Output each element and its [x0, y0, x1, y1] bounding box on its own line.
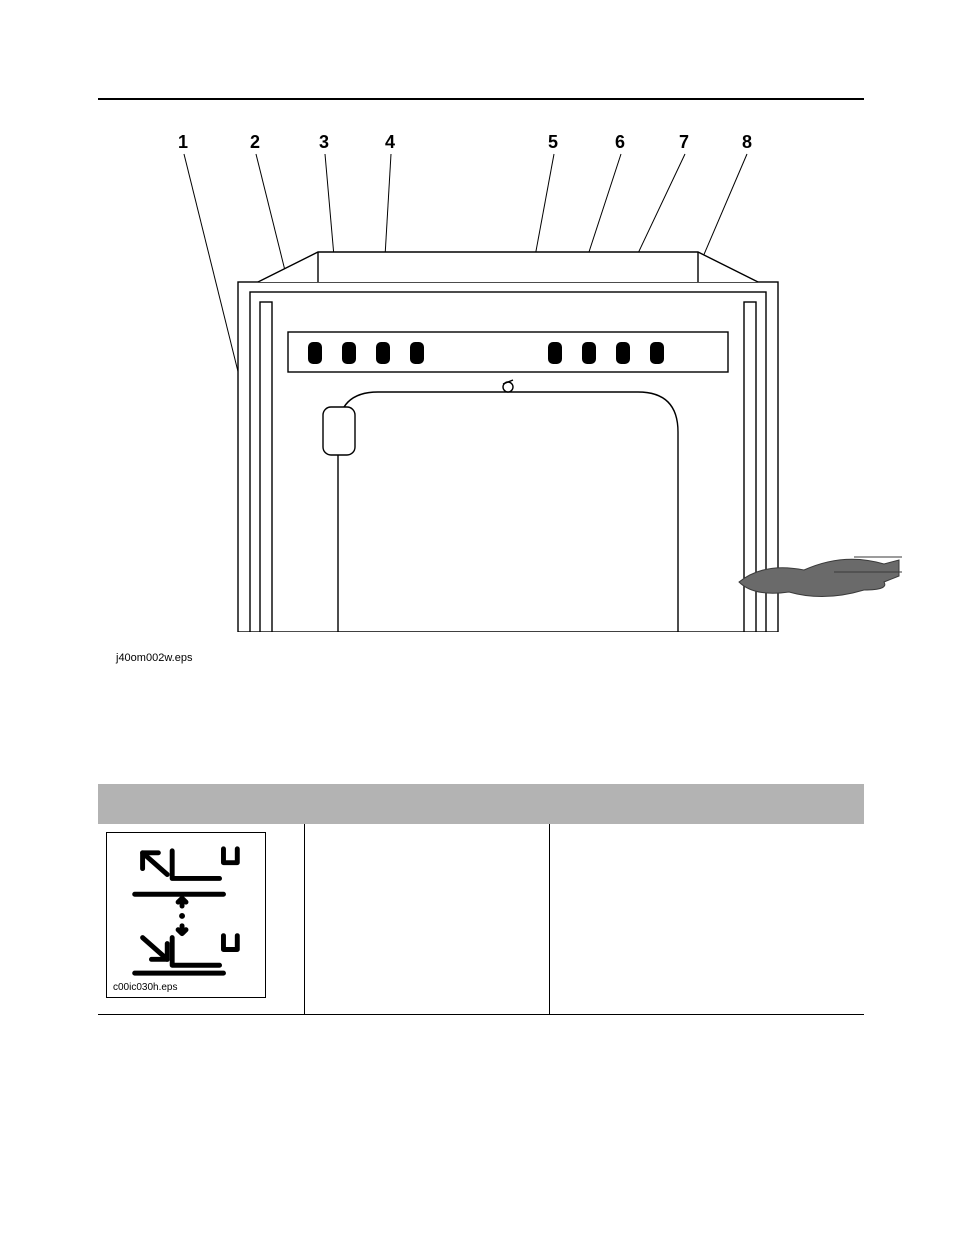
- callout-label-row: 1 2 3 4 5 6 7 8: [98, 132, 864, 162]
- controls-table: c00ic030h.eps: [98, 784, 864, 1015]
- table-header-icon: [98, 784, 305, 824]
- table-header-name: [305, 784, 550, 824]
- cell-desc: [550, 824, 864, 1014]
- table-header-row: [98, 784, 864, 824]
- icon-frame: c00ic030h.eps: [106, 832, 266, 998]
- icon-caption: c00ic030h.eps: [113, 982, 178, 993]
- table-row: c00ic030h.eps: [98, 824, 864, 1014]
- cell-icon: c00ic030h.eps: [98, 824, 305, 1014]
- table-gap: [98, 664, 864, 784]
- callout-2: 2: [250, 132, 260, 153]
- callout-6: 6: [615, 132, 625, 153]
- figure-caption: j40om002w.eps: [116, 652, 864, 664]
- cell-name: [305, 824, 550, 1014]
- callout-5: 5: [548, 132, 558, 153]
- callout-4: 4: [385, 132, 395, 153]
- smudge-mark: [734, 542, 904, 612]
- callout-3: 3: [319, 132, 329, 153]
- figure-region: 1 2 3 4 5 6 7 8: [98, 132, 864, 652]
- header-rule: [98, 98, 864, 100]
- page-root: 1 2 3 4 5 6 7 8: [0, 0, 954, 1235]
- callout-8: 8: [742, 132, 752, 153]
- tech-drawing: [228, 232, 788, 632]
- table-header-desc: [550, 784, 864, 824]
- callout-7: 7: [679, 132, 689, 153]
- callout-1: 1: [178, 132, 188, 153]
- lift-lower-icon: [113, 839, 259, 977]
